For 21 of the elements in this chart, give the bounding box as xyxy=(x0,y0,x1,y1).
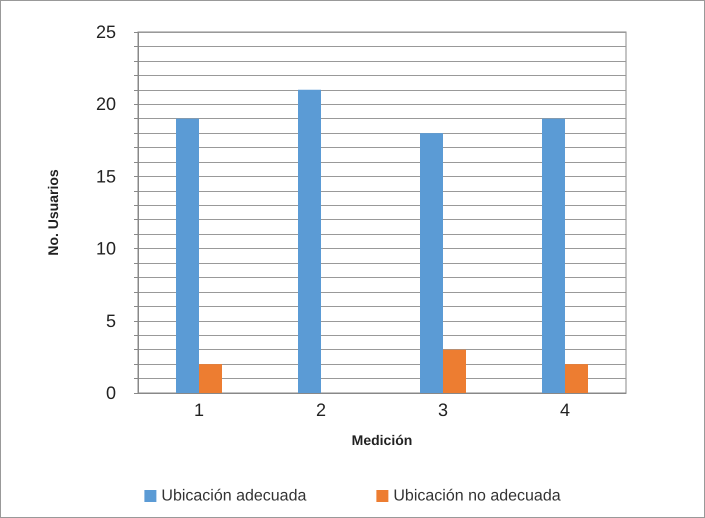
bar xyxy=(443,350,466,393)
y-tick-label: 25 xyxy=(96,22,116,42)
y-tick-label: 0 xyxy=(106,383,116,403)
bar xyxy=(565,364,588,393)
bar xyxy=(542,118,565,393)
legend-label: Ubicación adecuada xyxy=(161,488,306,504)
y-tick-label: 10 xyxy=(96,238,116,259)
y-axis-title: No. Usuarios xyxy=(45,169,61,256)
x-tick-label: 4 xyxy=(560,400,570,420)
bar xyxy=(420,133,443,393)
bar xyxy=(199,364,222,393)
bar xyxy=(298,90,321,393)
y-tick-label: 20 xyxy=(96,94,116,114)
x-tick-label: 2 xyxy=(316,400,326,420)
x-tick-label: 3 xyxy=(438,400,448,420)
x-tick-label: 1 xyxy=(194,400,204,420)
x-axis-title: Medición xyxy=(352,432,412,448)
bar xyxy=(176,118,199,393)
y-tick-label: 5 xyxy=(106,310,116,331)
legend-label: Ubicación no adecuada xyxy=(393,488,561,504)
y-tick-label: 15 xyxy=(96,166,116,186)
